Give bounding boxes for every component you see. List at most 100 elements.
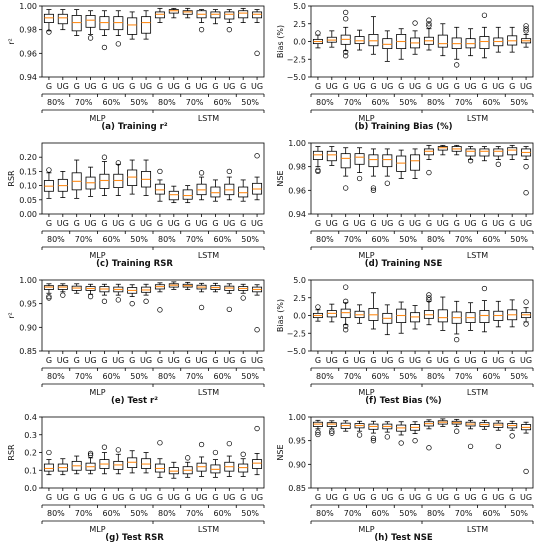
outlier-point (523, 28, 529, 34)
box-G-3 (340, 284, 351, 333)
subgroup-label: 70% (344, 509, 362, 518)
box-G-5 (368, 148, 379, 193)
subgroup-label: 60% (102, 98, 120, 107)
box-G-9 (423, 419, 434, 451)
outlier-point (384, 434, 390, 440)
x-tick-label: UG (196, 82, 208, 91)
x-tick-label: G (185, 356, 191, 365)
subgroup-label: 50% (399, 98, 417, 107)
x-tick-label: UG (409, 219, 421, 228)
x-tick-label: UG (381, 356, 393, 365)
box-UG-2 (57, 458, 68, 476)
x-tick-label: G (481, 356, 487, 365)
x-tick-label: G (129, 82, 135, 91)
x-tick-label: G (509, 356, 515, 365)
box-G-15 (238, 283, 249, 301)
x-tick-label: UG (354, 493, 366, 502)
x-tick-label: UG (492, 493, 504, 502)
x-tick-label: G (74, 82, 80, 91)
subgroup-label: 70% (186, 235, 204, 244)
panel-caption: (f) Test Bias (%) (365, 396, 442, 406)
box-iqr (479, 148, 490, 157)
box-UG-16 (521, 23, 532, 48)
y-tick-label: 0.0 (24, 484, 37, 493)
box-iqr (43, 463, 54, 472)
outlier-point (212, 449, 219, 456)
x-tick-label: UG (381, 219, 393, 228)
outlier-point (329, 428, 335, 434)
y-tick-label: 0.96 (288, 186, 306, 195)
box-UG-12 (465, 146, 476, 164)
box-G-7 (396, 421, 407, 446)
subgroup-label: 70% (344, 98, 362, 107)
box-G-1 (43, 449, 54, 476)
subgroup-label: 70% (186, 509, 204, 518)
box-iqr (382, 154, 393, 168)
subgroup-label: 60% (102, 372, 120, 381)
box-G-7 (396, 28, 407, 60)
box-iqr (340, 153, 351, 169)
box-UG-16 (521, 299, 532, 327)
y-axis-label: NSE (276, 444, 285, 460)
y-tick-label: 0.05 (19, 196, 37, 205)
box-G-11 (182, 7, 193, 19)
outlier-point (254, 327, 260, 333)
outlier-point (115, 41, 121, 47)
box-UG-16 (252, 153, 263, 201)
box-UG-2 (57, 9, 68, 31)
outlier-point (101, 154, 108, 160)
box-G-3 (71, 9, 82, 36)
box-iqr (85, 15, 96, 28)
subgroup-label: 80% (47, 509, 65, 518)
x-tick-label: G (398, 219, 404, 228)
outlier-point (143, 298, 149, 304)
box-iqr (326, 150, 337, 162)
box-UG-8 (410, 421, 421, 444)
box-UG-10 (168, 281, 179, 290)
outlier-point (523, 468, 529, 475)
box-G-5 (368, 292, 379, 330)
x-tick-label: UG (437, 356, 449, 365)
outlier-point (198, 27, 205, 33)
box-iqr (113, 16, 124, 31)
box-G-7 (396, 301, 407, 334)
x-tick-label: G (101, 82, 107, 91)
box-G-15 (507, 420, 518, 439)
panel-caption: (b) Training Bias (%) (354, 122, 453, 132)
y-tick-label: 0.15 (19, 167, 37, 176)
outlier-point (343, 16, 349, 22)
box-iqr (368, 154, 379, 168)
outlier-point (454, 336, 460, 343)
panel-caption: (h) Test NSE (374, 533, 433, 543)
box-G-3 (71, 455, 82, 475)
box-G-5 (99, 444, 110, 475)
group-label: MLP (89, 251, 105, 260)
x-tick-label: UG (520, 356, 532, 365)
x-tick-label: UG (520, 219, 532, 228)
x-tick-label: UG (140, 82, 152, 91)
x-tick-label: UG (57, 82, 69, 91)
subgroup-label: 60% (102, 509, 120, 518)
y-tick-label: 0.95 (288, 437, 306, 446)
panel-caption: (d) Training NSE (364, 259, 443, 269)
x-tick-label: UG (437, 493, 449, 502)
box-UG-8 (410, 20, 421, 55)
x-tick-label: UG (196, 356, 208, 365)
box-G-15 (238, 451, 249, 477)
box-iqr (99, 16, 110, 31)
plot-frame (310, 142, 534, 215)
chart-svg-b: −5.0 −2.5 0.0 2.5 5.0 Bias (%) G UG G UG G UG G UG G UG… (276, 2, 534, 123)
chart-panel-g: 0.0 0.1 0.2 0.3 0.4 RSR G UG G UG G UG G UG G UG G UG G UG G… (0, 411, 269, 548)
outlier-point (198, 170, 205, 176)
outlier-point (412, 438, 418, 444)
outlier-point (101, 298, 108, 304)
outlier-point (343, 327, 349, 333)
y-tick-label: 0.85 (288, 484, 306, 493)
outlier-point (523, 299, 529, 305)
outlier-point (370, 185, 377, 191)
x-tick-label: UG (223, 219, 235, 228)
subgroup-label: 60% (482, 98, 500, 107)
box-iqr (57, 13, 68, 25)
subgroup-label: 50% (130, 509, 148, 518)
subgroup-label: 80% (47, 98, 65, 107)
